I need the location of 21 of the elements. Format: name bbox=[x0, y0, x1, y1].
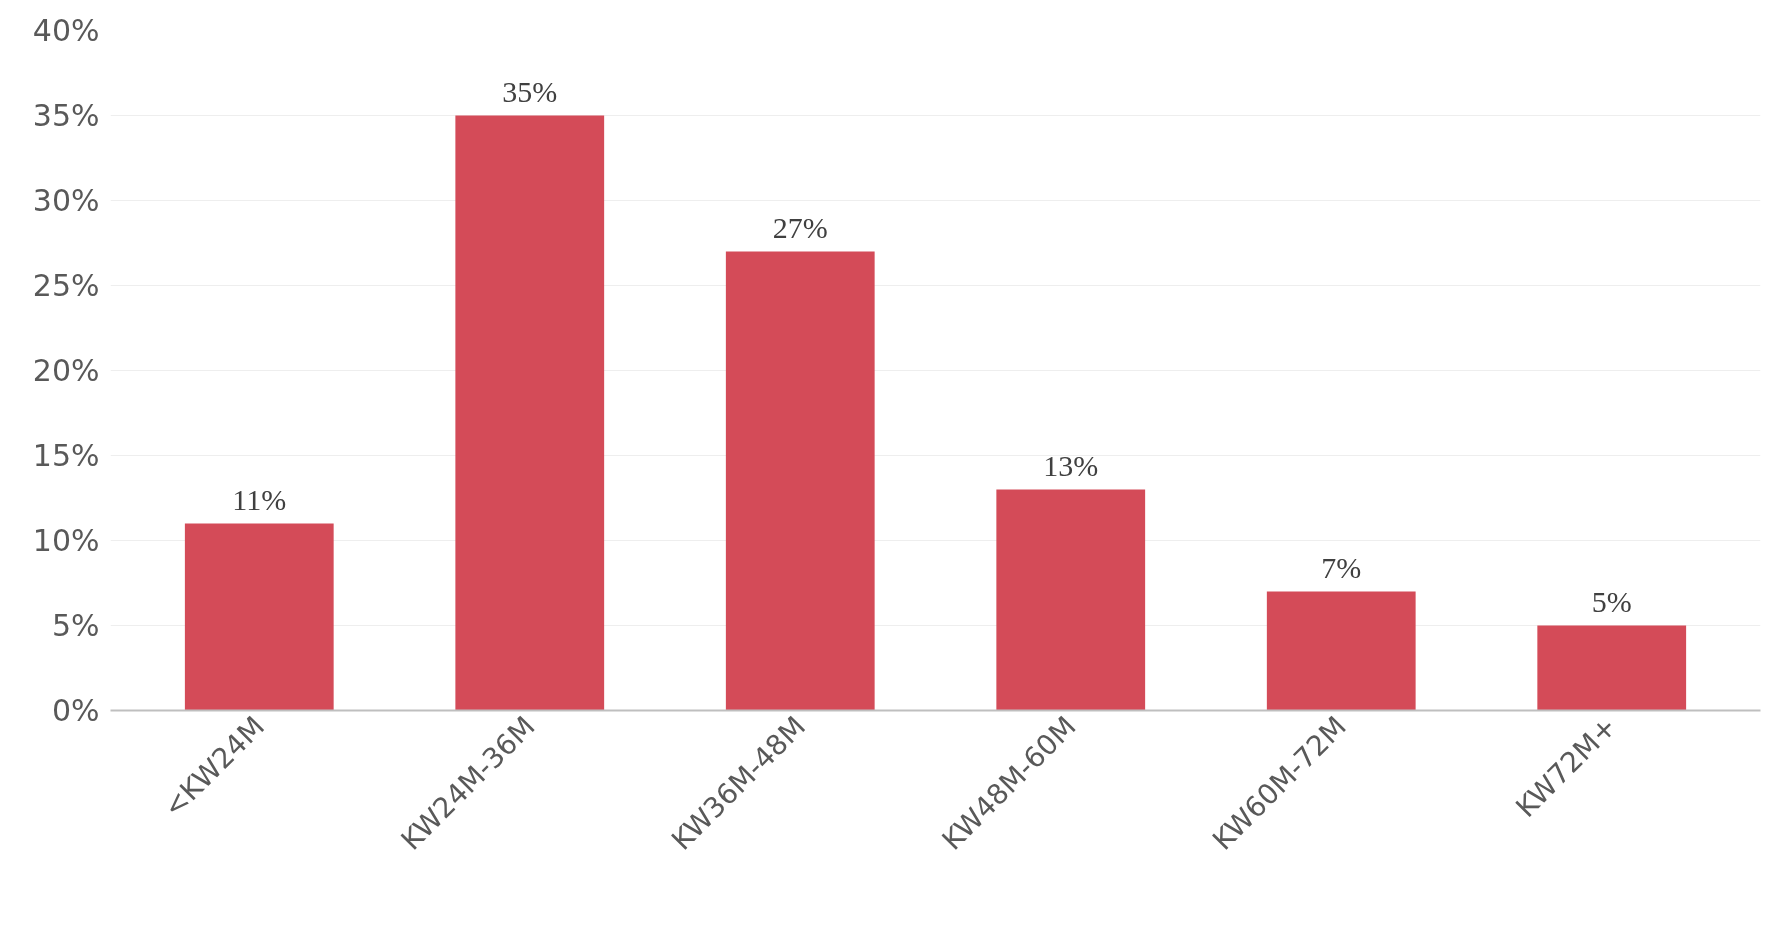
data-label: 35% bbox=[502, 74, 558, 108]
bar bbox=[455, 115, 605, 711]
data-label: 13% bbox=[1043, 448, 1099, 482]
y-tick-label: 5% bbox=[51, 608, 100, 643]
data-label: 7% bbox=[1321, 550, 1362, 584]
y-tick-label: 20% bbox=[32, 353, 100, 388]
y-tick-label: 25% bbox=[32, 268, 100, 303]
y-tick-label: 15% bbox=[32, 438, 100, 473]
data-label: 11% bbox=[232, 482, 287, 516]
bar bbox=[184, 523, 334, 711]
bar bbox=[1266, 591, 1416, 711]
y-tick-label: 0% bbox=[51, 693, 100, 728]
bar bbox=[1537, 625, 1687, 711]
data-label: 27% bbox=[772, 210, 828, 244]
y-tick-label: 30% bbox=[32, 183, 100, 218]
y-tick-label: 35% bbox=[32, 98, 100, 133]
bar bbox=[725, 251, 875, 711]
y-tick-label: 10% bbox=[32, 523, 100, 558]
y-tick-label: 40% bbox=[32, 13, 100, 48]
bar bbox=[996, 489, 1146, 711]
data-label: 5% bbox=[1591, 584, 1632, 618]
